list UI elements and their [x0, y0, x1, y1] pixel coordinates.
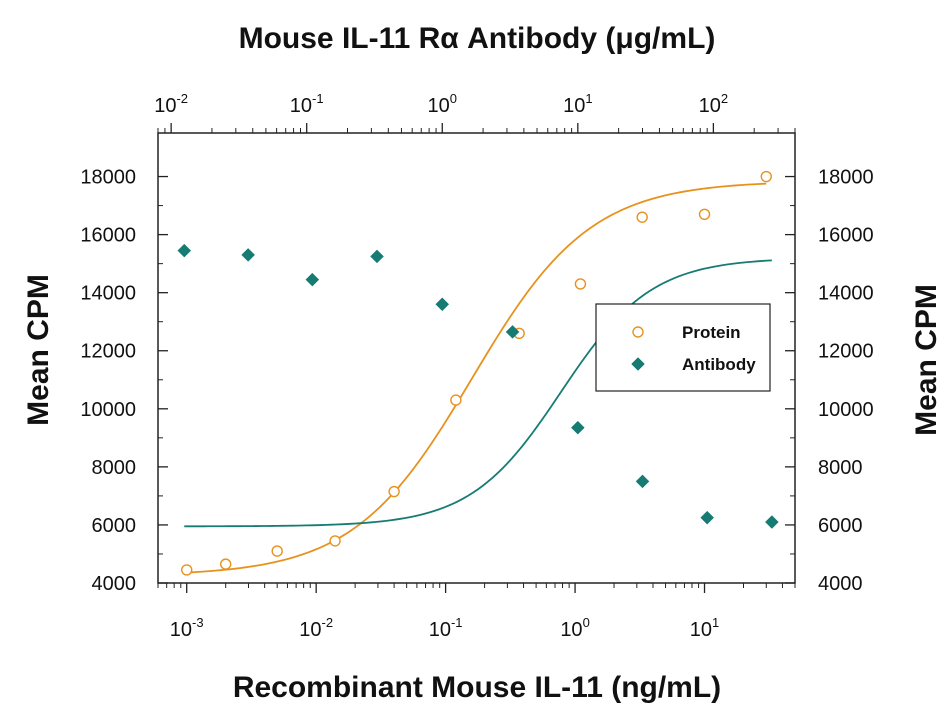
y-tick-label-right: 4000 — [818, 573, 863, 595]
protein-point — [574, 278, 587, 290]
plot-frame — [157, 132, 796, 584]
antibody-point — [635, 474, 650, 489]
protein-point — [698, 208, 711, 220]
y-tick-label-right: 8000 — [818, 457, 863, 479]
legend-marker-shape — [632, 326, 644, 338]
antibody-point — [305, 272, 320, 287]
x-axis-label: Recombinant Mouse IL-11 (ng/mL) — [233, 671, 721, 704]
x-tick-label: 10-1 — [429, 615, 463, 641]
y-tick-label-left: 14000 — [80, 283, 136, 305]
protein-point — [388, 485, 400, 498]
x2-tick-label: 100 — [428, 91, 457, 117]
protein-point — [450, 394, 462, 406]
fit-curve-antibody — [184, 259, 772, 528]
chart-title: Mouse IL-11 Rα Antibody (μg/mL) — [239, 22, 716, 55]
axes-layer: 10-3 10-2 10-1 100 101 10-2 10-1 100 101 102 4000 4… — [80, 91, 873, 641]
legend-marker-shape — [631, 357, 645, 371]
x2-tick-label: 10-2 — [154, 91, 188, 117]
y-tick-label-left: 4000 — [92, 573, 137, 595]
y-tick-label-right: 12000 — [818, 341, 874, 363]
antibody-point — [765, 515, 779, 529]
y-axis-label-left: Mean CPM — [22, 274, 55, 426]
legend-marker-antibody — [631, 357, 645, 371]
points-layer — [177, 170, 779, 576]
y-tick-label-left: 10000 — [80, 399, 136, 421]
protein-point — [636, 211, 648, 223]
antibody-point — [177, 243, 192, 258]
x2-tick-label: 101 — [563, 91, 592, 117]
antibody-point — [505, 325, 520, 339]
protein-point — [329, 535, 341, 547]
y-tick-label-left: 6000 — [92, 515, 137, 537]
y-tick-label-left: 12000 — [80, 341, 136, 363]
protein-point — [760, 170, 772, 183]
y-tick-label-right: 6000 — [818, 515, 863, 537]
x-tick-label: 101 — [690, 615, 719, 641]
fit-curve-protein — [186, 182, 767, 574]
antibody-point — [241, 248, 256, 262]
legend-marker-protein — [632, 326, 644, 338]
y-tick-label-left: 18000 — [80, 167, 136, 189]
antibody-point — [370, 249, 384, 264]
legend-label-antibody: Antibody — [682, 355, 756, 374]
protein-point — [181, 564, 193, 576]
legend-label-protein: Protein — [682, 323, 741, 342]
protein-point — [271, 545, 283, 557]
y-tick-label-left: 8000 — [92, 457, 137, 479]
legend-box — [595, 303, 771, 392]
antibody-point — [700, 510, 715, 525]
x2-tick-label: 102 — [699, 91, 728, 117]
y-tick-label-right: 14000 — [818, 283, 874, 305]
y-tick-label-right: 16000 — [818, 225, 874, 247]
x-tick-label: 100 — [560, 615, 589, 641]
y-tick-label-right: 10000 — [818, 399, 874, 421]
protein-point — [219, 558, 232, 570]
x-tick-label: 10-3 — [170, 615, 204, 641]
y-tick-label-left: 16000 — [80, 225, 136, 247]
x2-tick-label: 10-1 — [290, 91, 324, 117]
antibody-point — [570, 420, 585, 435]
legend: Protein Antibody — [595, 303, 771, 392]
x-tick-label: 10-2 — [299, 615, 333, 641]
y-axis-label-right: Mean CPM — [910, 284, 943, 436]
y-tick-label-right: 18000 — [818, 167, 874, 189]
antibody-point — [435, 297, 450, 312]
curves-layer — [184, 182, 772, 574]
